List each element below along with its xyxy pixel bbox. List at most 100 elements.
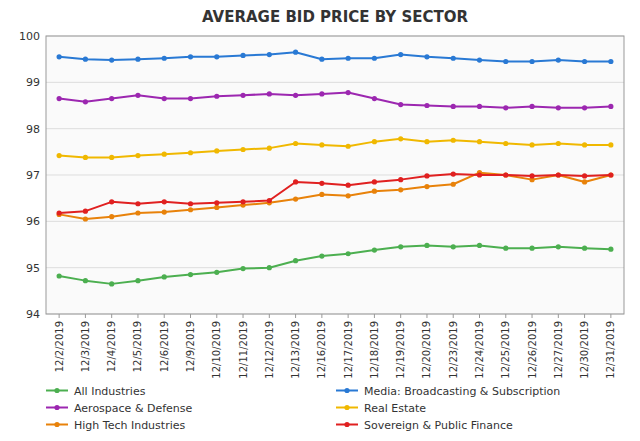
legend-label: Sovereign & Public Finance: [364, 419, 513, 432]
y-tick-label: 99: [26, 76, 40, 89]
series-marker: [556, 172, 561, 177]
plot-area: [46, 36, 624, 314]
series-marker: [608, 172, 613, 177]
series-marker: [214, 205, 219, 210]
series-line: [59, 173, 611, 219]
legend-marker: [344, 422, 349, 427]
series-marker: [109, 57, 114, 62]
series-marker: [267, 146, 272, 151]
x-tick: [426, 314, 427, 318]
series-marker: [293, 258, 298, 263]
grid-line: [46, 128, 624, 129]
legend-item: Sovereign & Public Finance: [336, 419, 513, 432]
x-tick: [479, 314, 480, 318]
series-marker: [477, 139, 482, 144]
series-marker: [135, 153, 140, 158]
series-marker: [398, 102, 403, 107]
series-marker: [503, 59, 508, 64]
title: AVERAGE BID PRICE BY SECTOR: [202, 8, 468, 26]
series-marker: [214, 200, 219, 205]
series-marker: [240, 53, 245, 58]
series-marker: [582, 173, 587, 178]
series-marker: [451, 104, 456, 109]
x-tick: [505, 314, 506, 318]
series-marker: [83, 216, 88, 221]
series-marker: [608, 104, 613, 109]
series-marker: [240, 93, 245, 98]
series-marker: [109, 155, 114, 160]
series-marker: [188, 54, 193, 59]
series-marker: [346, 193, 351, 198]
legend-item: All Industries: [46, 385, 146, 398]
legend-label: High Tech Industries: [74, 419, 185, 432]
series-marker: [319, 192, 324, 197]
series-line: [59, 52, 611, 61]
legend-label: All Industries: [74, 385, 146, 398]
series-marker: [188, 272, 193, 277]
series-marker: [556, 244, 561, 249]
series-marker: [162, 56, 167, 61]
series-marker: [556, 57, 561, 62]
series-marker: [529, 142, 534, 147]
series-marker: [162, 209, 167, 214]
series-marker: [582, 59, 587, 64]
series-marker: [451, 182, 456, 187]
x-tick-label: 12/30/2019: [579, 321, 590, 379]
x-tick-label: 12/26/2019: [527, 321, 538, 379]
x-tick-label: 12/24/2019: [474, 321, 485, 379]
series-marker: [240, 266, 245, 271]
series-marker: [372, 247, 377, 252]
x-tick-label: 12/18/2019: [369, 321, 380, 379]
series-marker: [529, 104, 534, 109]
series-marker: [162, 274, 167, 279]
chart: AVERAGE BID PRICE BY SECTOR 9495969798991…: [0, 0, 640, 441]
series-marker: [188, 207, 193, 212]
series-marker: [503, 141, 508, 146]
legend-label: Real Estate: [364, 402, 426, 415]
series-marker: [319, 142, 324, 147]
series-marker: [424, 54, 429, 59]
x-tick-label: 12/6/2019: [159, 321, 170, 372]
series-marker: [608, 59, 613, 64]
x-tick-label: 12/19/2019: [395, 321, 406, 379]
series-marker: [556, 141, 561, 146]
x-tick-label: 12/13/2019: [290, 321, 301, 379]
series-marker: [346, 251, 351, 256]
series-marker: [582, 142, 587, 147]
series-marker: [477, 57, 482, 62]
legend-item: High Tech Industries: [46, 419, 185, 432]
series-marker: [556, 172, 561, 177]
series-marker: [135, 201, 140, 206]
series-marker: [346, 56, 351, 61]
x-tick: [374, 314, 375, 318]
series-marker: [135, 57, 140, 62]
legend-item: Aerospace & Defense: [46, 402, 193, 415]
series-marker: [57, 210, 62, 215]
series-marker: [372, 96, 377, 101]
legend-marker: [54, 388, 59, 393]
x-tick-label: 12/20/2019: [421, 321, 432, 379]
series-marker: [608, 142, 613, 147]
series-marker: [477, 172, 482, 177]
series-marker: [109, 281, 114, 286]
series-marker: [188, 201, 193, 206]
x-tick: [85, 314, 86, 318]
series-marker: [57, 273, 62, 278]
series-marker: [214, 148, 219, 153]
series-line: [59, 174, 611, 213]
x-tick-label: 12/17/2019: [343, 321, 354, 379]
y-axis: 949596979899100: [19, 30, 624, 321]
series-marker: [83, 278, 88, 283]
series-marker: [162, 199, 167, 204]
series-marker: [109, 214, 114, 219]
plot-frame: [46, 36, 624, 314]
series-marker: [319, 181, 324, 186]
series-marker: [582, 105, 587, 110]
legend: All Industries Aerospace & Defense High Te…: [46, 385, 560, 432]
series-marker: [424, 173, 429, 178]
series-marker: [503, 172, 508, 177]
y-tick-label: 94: [26, 308, 40, 321]
x-tick-label: 12/16/2019: [316, 321, 327, 379]
series-marker: [293, 179, 298, 184]
series-marker: [398, 52, 403, 57]
